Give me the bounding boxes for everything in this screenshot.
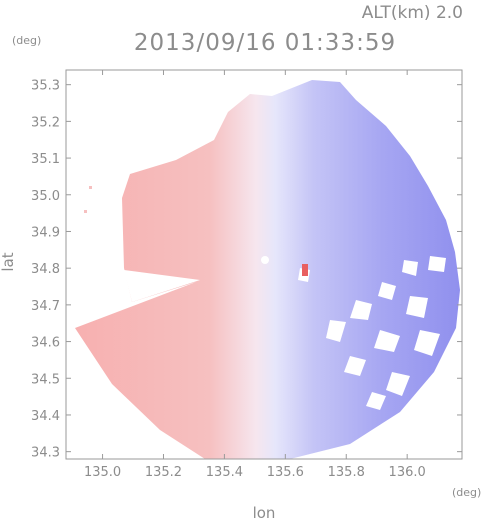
- x-tick-label: 135.0: [84, 465, 121, 480]
- y-tick-label: 34.5: [31, 372, 60, 387]
- stray-echo: [89, 186, 92, 189]
- y-tick-label: 34.4: [31, 409, 60, 424]
- no-echo-gap: [124, 270, 200, 302]
- y-axis-label: lat: [0, 252, 17, 271]
- y-axis-ticks: 34.3 34.4 34.5 34.6 34.7 34.8 34.9 35.0 35.1 35.2…: [31, 79, 462, 461]
- strong-echo: [302, 264, 308, 276]
- y-tick-label: 34.9: [31, 225, 60, 240]
- y-tick-label: 35.2: [31, 115, 60, 130]
- x-tick-label: 135.8: [328, 465, 365, 480]
- x-tick-label: 135.6: [267, 465, 304, 480]
- radar-coverage-area: [75, 80, 460, 459]
- altitude-label: ALT(km) 2.0: [362, 3, 463, 23]
- y-tick-label: 34.8: [31, 262, 60, 277]
- plot-frame: [65, 69, 463, 460]
- x-axis-ticks: 135.0 135.2 135.4 135.6 135.8 136.0: [84, 70, 426, 480]
- y-tick-label: 35.1: [31, 152, 60, 167]
- y-tick-label: 34.7: [31, 299, 60, 314]
- y-tick-label: 35.0: [31, 189, 60, 204]
- no-echo-holes: [298, 256, 446, 410]
- y-tick-label: 35.3: [31, 79, 60, 94]
- x-unit-label: (deg): [452, 486, 481, 499]
- stray-echo: [84, 210, 87, 213]
- velocity-field: [75, 80, 460, 459]
- y-unit-label: (deg): [12, 34, 41, 47]
- x-tick-label: 136.0: [389, 465, 426, 480]
- x-axis-label: lon: [253, 504, 276, 521]
- x-tick-label: 135.2: [145, 465, 182, 480]
- y-tick-label: 34.6: [31, 336, 60, 351]
- y-tick-label: 34.3: [31, 446, 60, 461]
- radar-center: [261, 256, 269, 264]
- chart-title: 2013/09/16 01:33:59: [134, 30, 396, 56]
- x-tick-label: 135.4: [206, 465, 243, 480]
